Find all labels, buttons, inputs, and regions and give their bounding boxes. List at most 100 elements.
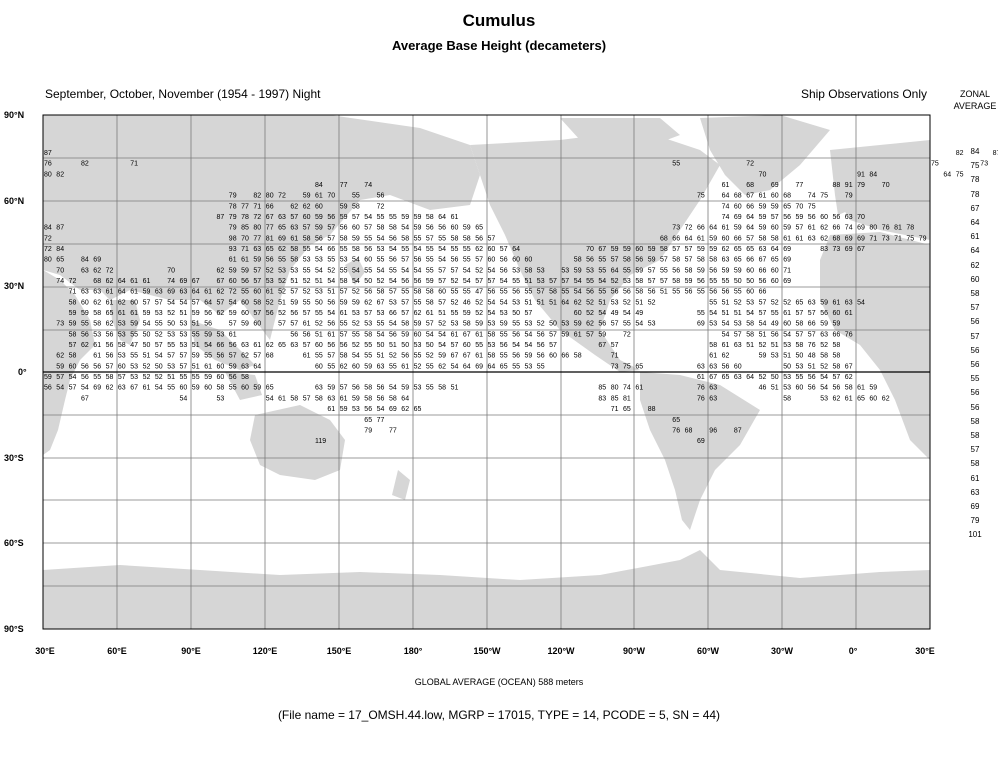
grid-value: 62	[722, 246, 730, 253]
grid-value: 55	[598, 267, 606, 274]
grid-value: 74	[364, 182, 372, 189]
grid-value: 67	[709, 374, 717, 381]
grid-value: 57	[143, 299, 151, 306]
landmass-uk	[835, 190, 850, 215]
grid-value: 58	[69, 353, 77, 360]
grid-value: 61	[697, 374, 705, 381]
grid-value: 57	[525, 310, 533, 317]
grid-value: 57	[500, 246, 508, 253]
grid-value: 58	[364, 331, 372, 338]
grid-value: 77	[241, 203, 249, 210]
lon-label: 90°E	[181, 646, 201, 656]
grid-value: 54	[463, 278, 471, 285]
grid-value: 55	[229, 385, 237, 392]
grid-value: 77	[253, 235, 261, 242]
grid-value: 65	[771, 257, 779, 264]
grid-value: 57	[327, 225, 335, 232]
grid-value: 56	[377, 395, 385, 402]
grid-value: 58	[69, 331, 77, 338]
grid-value: 77	[796, 182, 804, 189]
grid-value: 53	[377, 246, 385, 253]
grid-value: 70	[327, 193, 335, 200]
grid-value: 53	[364, 321, 372, 328]
grid-value: 69	[475, 363, 483, 370]
grid-value: 62	[106, 321, 114, 328]
grid-value: 69	[93, 385, 101, 392]
grid-value: 64	[118, 289, 126, 296]
grid-value: 56	[81, 331, 89, 338]
grid-value: 54	[401, 267, 409, 274]
grid-value: 57	[303, 342, 311, 349]
grid-value: 59	[623, 246, 631, 253]
grid-value: 55	[475, 342, 483, 349]
grid-value: 59	[81, 310, 89, 317]
grid-value: 53	[217, 331, 225, 338]
grid-value: 53	[500, 310, 508, 317]
grid-value: 57	[229, 321, 237, 328]
grid-value: 57	[746, 235, 754, 242]
grid-value: 57	[796, 310, 804, 317]
lon-label: 30°E	[35, 646, 55, 656]
grid-value: 56	[833, 385, 841, 392]
grid-value: 60	[525, 257, 533, 264]
grid-value: 56	[488, 289, 496, 296]
grid-value: 58	[426, 289, 434, 296]
grid-value: 54	[512, 342, 520, 349]
grid-value: 56	[623, 289, 631, 296]
grid-value: 67	[463, 331, 471, 338]
grid-value: 60	[241, 385, 249, 392]
grid-value: 85	[611, 395, 619, 402]
grid-value: 56	[327, 342, 335, 349]
grid-value: 69	[783, 246, 791, 253]
grid-value: 54	[401, 225, 409, 232]
grid-value: 59	[685, 278, 693, 285]
grid-value: 67	[759, 257, 767, 264]
grid-value: 61	[327, 406, 335, 413]
grid-value: 59	[759, 225, 767, 232]
grid-value: 62	[414, 310, 422, 317]
zonal-average-value: 56	[970, 402, 980, 412]
grid-value: 63	[709, 385, 717, 392]
zonal-average-value: 57	[970, 445, 980, 455]
grid-value: 51	[192, 363, 200, 370]
grid-value: 64	[512, 246, 520, 253]
grid-value: 55	[561, 289, 569, 296]
grid-value: 58	[241, 374, 249, 381]
grid-value: 59	[241, 321, 249, 328]
grid-value: 57	[69, 385, 77, 392]
grid-value: 75	[623, 363, 631, 370]
grid-value: 58	[340, 353, 348, 360]
grid-value: 57	[167, 353, 175, 360]
grid-value: 56	[340, 225, 348, 232]
zonal-average-value: 57	[970, 303, 980, 313]
grid-value: 73	[672, 225, 680, 232]
grid-value: 53	[746, 299, 754, 306]
grid-value: 65	[857, 395, 865, 402]
grid-value: 55	[451, 310, 459, 317]
grid-value: 56	[500, 267, 508, 274]
grid-value: 54	[857, 299, 865, 306]
grid-value: 56	[722, 363, 730, 370]
grid-value: 55	[722, 278, 730, 285]
grid-value: 61	[783, 310, 791, 317]
grid-value: 64	[401, 395, 409, 402]
grid-value: 52	[352, 342, 360, 349]
grid-value: 56	[672, 267, 680, 274]
grid-value: 51	[598, 299, 606, 306]
grid-value: 65	[364, 417, 372, 424]
grid-value: 51	[389, 342, 397, 349]
grid-value: 61	[451, 331, 459, 338]
grid-value: 65	[56, 257, 64, 264]
grid-value: 56	[500, 342, 508, 349]
grid-value: 59	[771, 203, 779, 210]
grid-value: 57	[549, 342, 557, 349]
grid-value: 59	[635, 267, 643, 274]
grid-value: 63	[709, 363, 717, 370]
grid-value: 52	[475, 310, 483, 317]
grid-value: 54	[155, 385, 163, 392]
grid-value: 80	[44, 171, 52, 178]
grid-value: 56	[106, 342, 114, 349]
grid-value: 58	[488, 331, 496, 338]
grid-value: 55	[340, 246, 348, 253]
